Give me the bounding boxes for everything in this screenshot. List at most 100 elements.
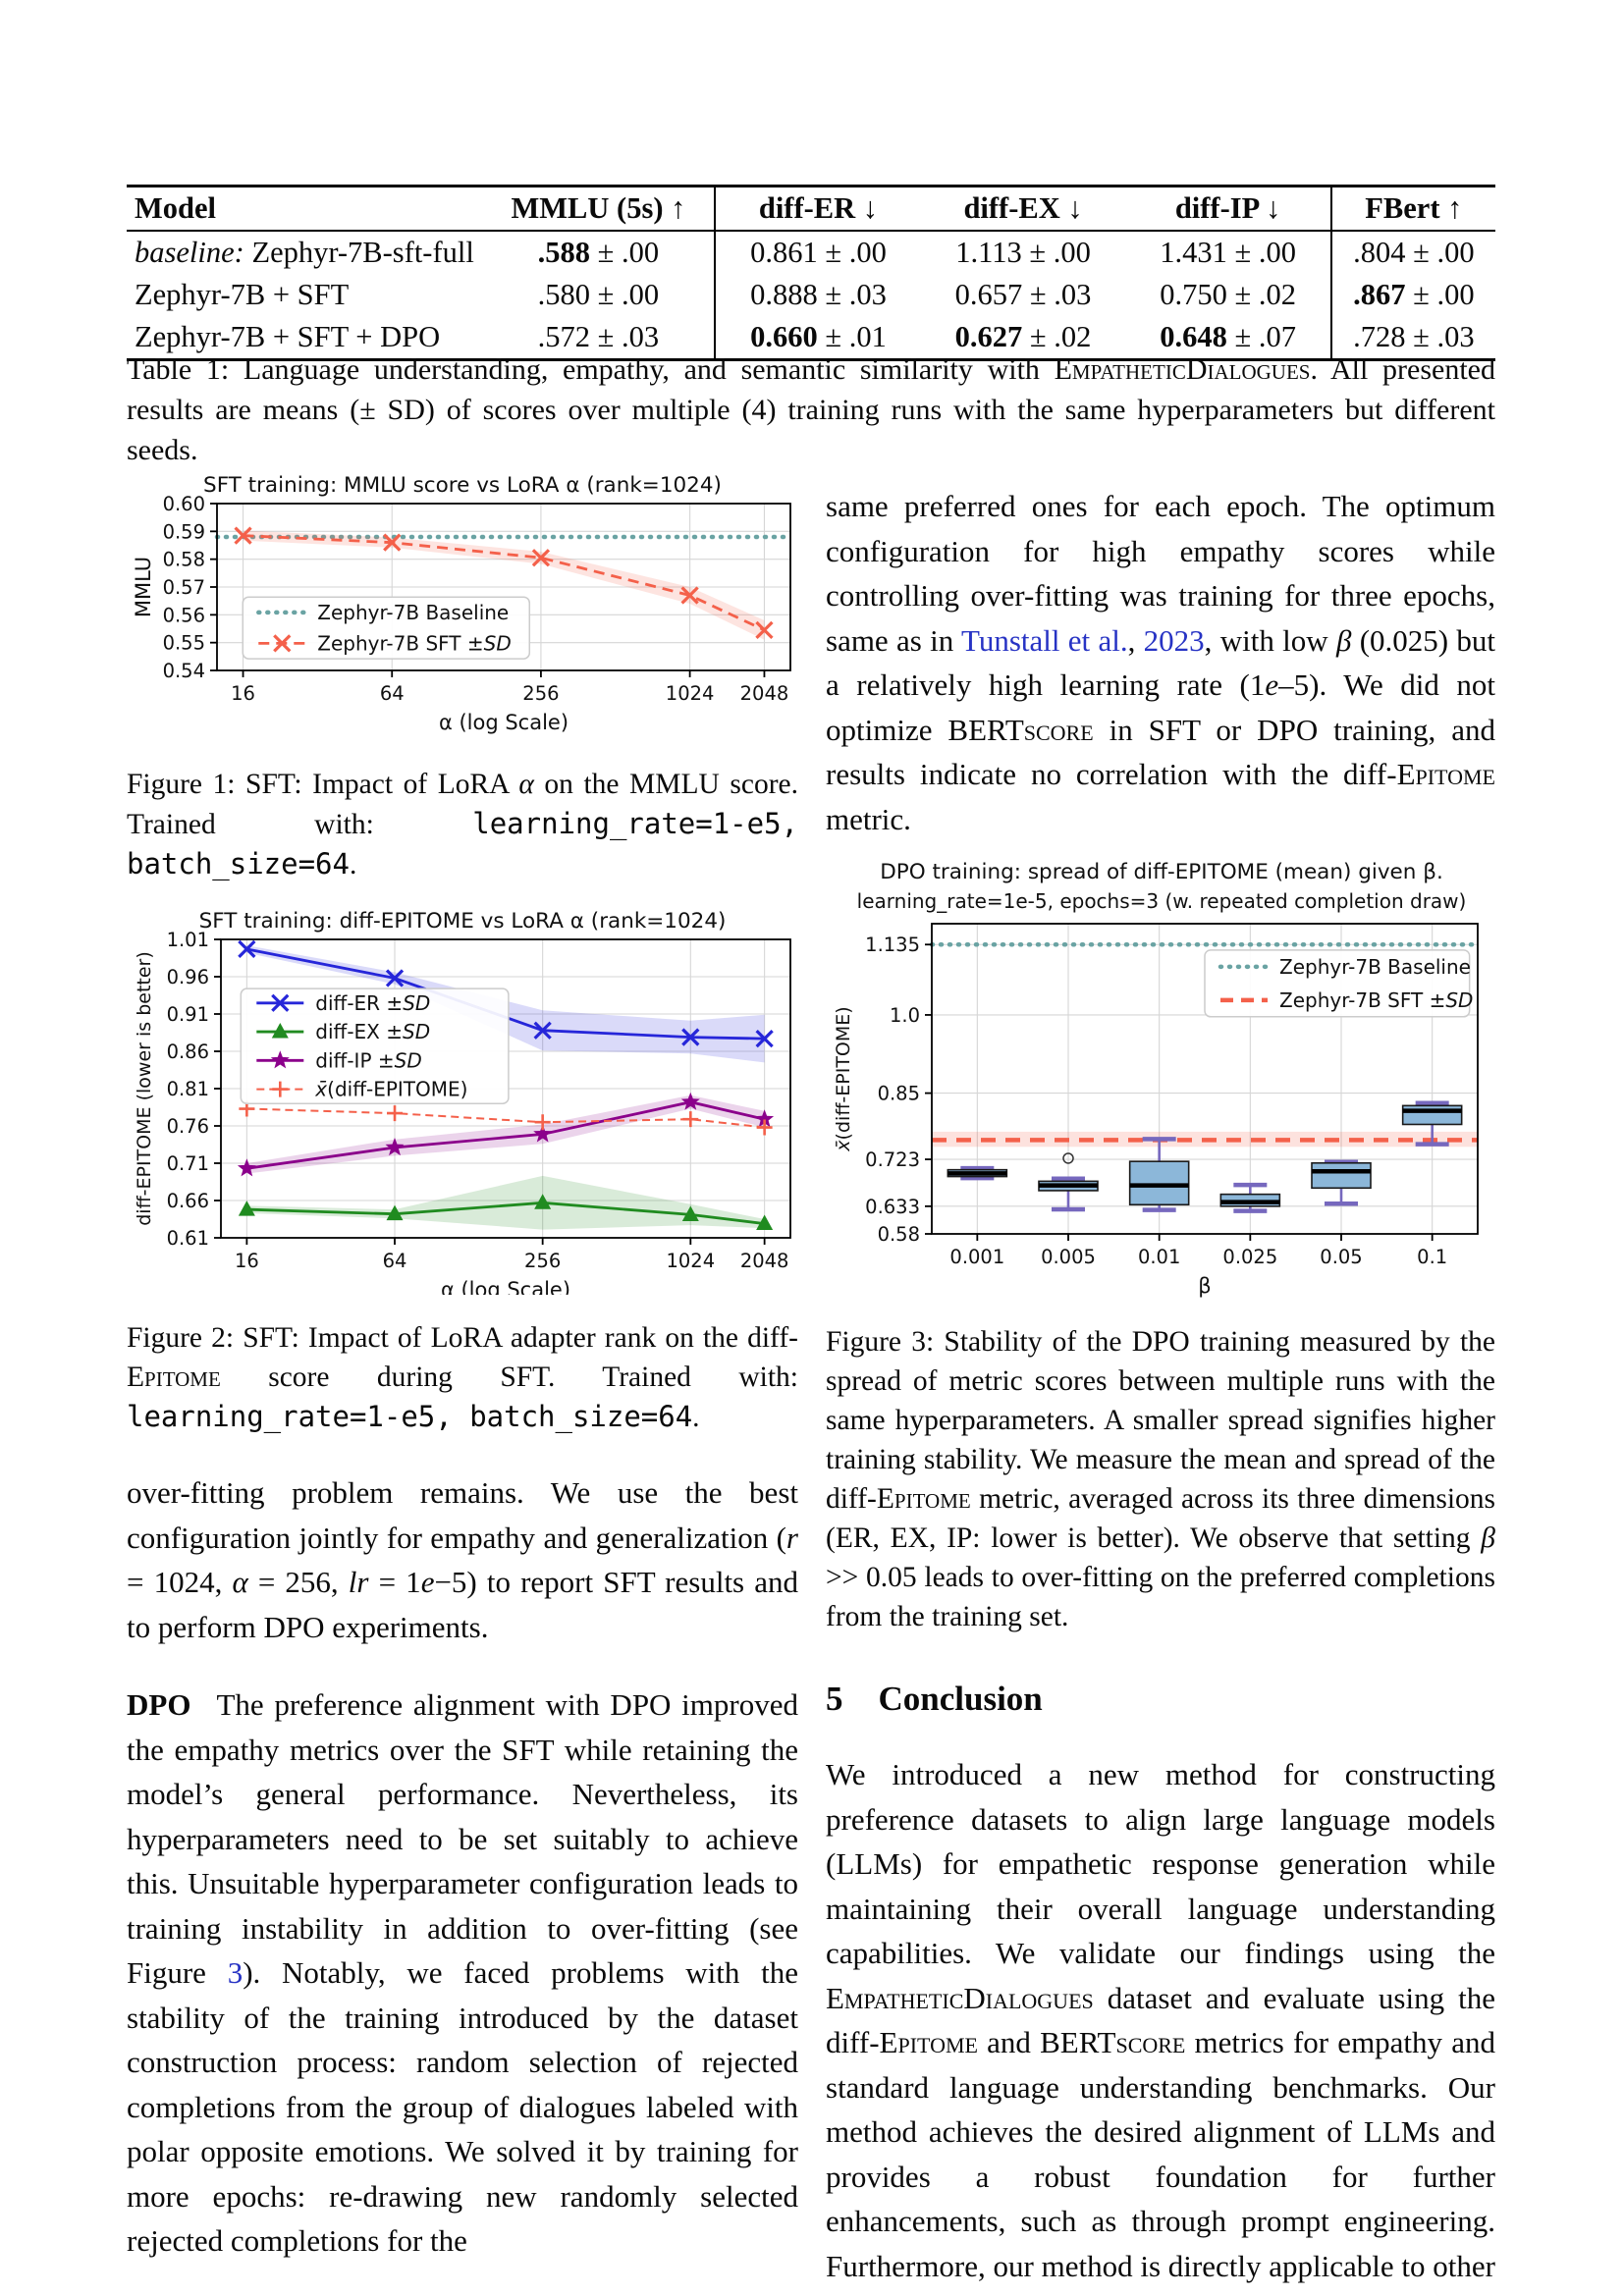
text-span: >> 0.05 leads to over-fitting on the pre…	[826, 1562, 1495, 1632]
section-title: Conclusion	[878, 1680, 1043, 1718]
text-span: We introduced a new method for construct…	[826, 1757, 1495, 1970]
text-span: = 1	[368, 1565, 421, 1599]
text-span: score	[1115, 2025, 1186, 2059]
text-span: Figure 3: Stability of the DPO training …	[826, 1326, 1495, 1515]
text-span: The preference alignment with DPO improv…	[127, 1687, 798, 1990]
value-cell: 0.888 ± .03	[750, 278, 887, 311]
svg-text:0.55: 0.55	[163, 632, 205, 655]
svg-text:2048: 2048	[740, 682, 789, 705]
figure2-caption: Figure 2: SFT: Impact of LoRA adapter ra…	[127, 1318, 798, 1437]
section-heading-conclusion: 5 Conclusion	[826, 1680, 1495, 1719]
value-cell: 0.648 ± .07	[1125, 316, 1332, 360]
svg-text:0.96: 0.96	[167, 966, 209, 988]
svg-text:0.58: 0.58	[163, 549, 205, 571]
citation-link[interactable]: Tunstall et al.	[960, 622, 1128, 658]
text-span: r	[785, 1520, 798, 1555]
text-span: over-fitting problem remains. We use the…	[127, 1475, 798, 1555]
table-caption: Table 1: Language understanding, empathy…	[127, 349, 1495, 470]
svg-text:0.85: 0.85	[878, 1083, 920, 1105]
svg-text:0.025: 0.025	[1222, 1246, 1277, 1268]
text-span: EmpatheticDialogues	[826, 1980, 1094, 2015]
svg-text:0.723: 0.723	[865, 1148, 920, 1171]
column-header: diff-EX ↓	[963, 191, 1083, 225]
text-span: e	[1265, 667, 1279, 702]
text-span: DPO	[127, 1687, 191, 1722]
text-span: Figure 2: SFT: Impact of LoRA adapter ra…	[127, 1322, 798, 1354]
svg-text:1024: 1024	[666, 1250, 715, 1272]
text-span: β	[1481, 1522, 1495, 1554]
text-span: .	[692, 1402, 700, 1433]
table-row: Zephyr-7B + SFT + DPO .572 ± .03 0.660 ± .…	[127, 316, 1495, 360]
text-span: metrics for empathy and standard languag…	[826, 2025, 1495, 2296]
text-span: –5). We did not optimize BERT	[826, 667, 1495, 747]
text-span: metric, averaged across its three dimens…	[826, 1483, 1495, 1554]
value-cell: 1.431 ± .00	[1125, 231, 1332, 274]
text-span: , with low	[1204, 622, 1336, 658]
text-span: = 256,	[247, 1565, 349, 1599]
svg-text:0.59: 0.59	[163, 520, 205, 543]
svg-text:diff-ER ±SD: diff-ER ±SD	[315, 991, 430, 1015]
svg-text:α (log Scale): α (log Scale)	[439, 711, 568, 734]
text-span: ). Notably, we faced problems with the s…	[127, 1955, 799, 2258]
text-span: ,	[1127, 622, 1144, 658]
svg-text:0.01: 0.01	[1138, 1246, 1180, 1268]
column-header: Model	[135, 191, 217, 225]
svg-text:0.61: 0.61	[167, 1227, 209, 1250]
svg-text:0.71: 0.71	[167, 1152, 209, 1175]
svg-text:0.60: 0.60	[163, 493, 205, 515]
svg-text:0.57: 0.57	[163, 576, 205, 599]
svg-text:Zephyr-7B Baseline: Zephyr-7B Baseline	[317, 601, 509, 624]
text-span: EmpatheticDialogues	[1054, 353, 1311, 386]
figure2-chart: SFT training: diff-EPITOME vs LoRA α (ra…	[127, 909, 798, 1302]
column-header: diff-ER ↓	[758, 191, 879, 225]
svg-text:0.58: 0.58	[878, 1223, 920, 1246]
text-span: = 1024,	[127, 1565, 233, 1599]
svg-text:64: 64	[383, 1250, 407, 1272]
text-span: metric.	[826, 801, 911, 836]
text-span: Epitome	[879, 2025, 978, 2059]
column-header: FBert ↑	[1365, 191, 1463, 225]
svg-text:diff-IP ±SD: diff-IP ±SD	[315, 1048, 421, 1072]
text-span: Figure 1: SFT: Impact of LoRA	[127, 769, 519, 800]
citation-link[interactable]: 2023	[1143, 622, 1205, 658]
svg-text:0.66: 0.66	[167, 1190, 209, 1212]
svg-text:0.81: 0.81	[167, 1078, 209, 1100]
value-cell: .580 ± .00	[482, 274, 717, 316]
paragraph-conclusion: We introduced a new method for construct…	[826, 1752, 1495, 2296]
svg-text:Zephyr-7B Baseline: Zephyr-7B Baseline	[1279, 955, 1471, 979]
svg-text:diff-EPITOME (lower is better): diff-EPITOME (lower is better)	[134, 951, 155, 1226]
svg-text:Zephyr-7B SFT ±SD: Zephyr-7B SFT ±SD	[1279, 988, 1473, 1012]
svg-text:256: 256	[524, 1250, 561, 1272]
text-span: in SFT or DPO training, and results indi…	[826, 712, 1495, 792]
left-column: SFT training: MMLU score vs LoRA α (rank…	[127, 456, 798, 2264]
svg-text:0.91: 0.91	[167, 1003, 209, 1026]
text-span: β	[1335, 622, 1352, 658]
text-span: dataset and evaluate using the diff-	[826, 1980, 1495, 2060]
model-cell: Zephyr-7B + SFT + DPO	[135, 320, 441, 353]
model-cell: baseline: Zephyr-7B-sft-full	[135, 236, 474, 269]
svg-text:0.56: 0.56	[163, 604, 205, 626]
text-span: same preferred ones for each epoch. The …	[826, 489, 1495, 658]
text-span: (0.025) but a relatively high learning r…	[826, 622, 1496, 703]
model-cell: Zephyr-7B + SFT	[135, 278, 350, 311]
text-span: Epitome	[127, 1362, 221, 1393]
svg-text:64: 64	[380, 682, 405, 705]
citation-link[interactable]: 3	[227, 1955, 244, 1990]
svg-text:1.0: 1.0	[890, 1004, 920, 1027]
svg-text:16: 16	[235, 1250, 259, 1272]
svg-text:diff-EX ±SD: diff-EX ±SD	[315, 1020, 430, 1043]
svg-text:0.633: 0.633	[865, 1196, 920, 1218]
svg-text:0.05: 0.05	[1320, 1246, 1362, 1268]
svg-text:α (log Scale): α (log Scale)	[441, 1278, 570, 1295]
column-header: diff-IP ↓	[1125, 186, 1332, 231]
svg-text:x̄(diff-EPITOME): x̄(diff-EPITOME)	[314, 1078, 467, 1101]
text-span: . All presented results are means (± SD)…	[127, 353, 1495, 466]
code-span: learning_rate=1-e5, batch_size=64	[127, 1400, 693, 1433]
results-table-wrap: Model MMLU (5s) ↑ diff-ER ↓ diff-EX ↓ diff-I…	[127, 185, 1495, 361]
text-span: α	[232, 1565, 248, 1599]
svg-text:0.76: 0.76	[167, 1115, 209, 1138]
svg-text:2048: 2048	[740, 1250, 789, 1272]
value-cell: 0.657 ± .03	[954, 278, 1092, 311]
text-span: and BERT	[977, 2025, 1116, 2059]
